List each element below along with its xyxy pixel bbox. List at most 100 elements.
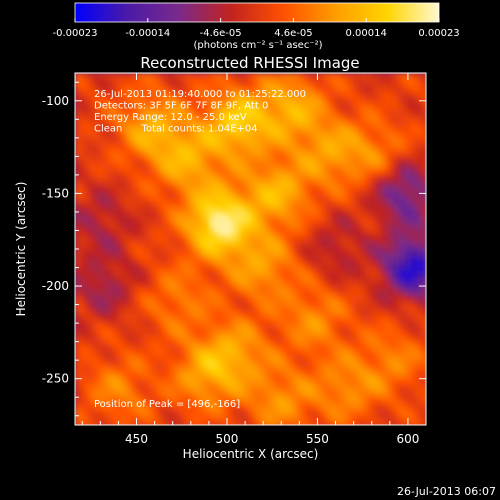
- heatmap-cell: [147, 301, 154, 308]
- heatmap-cell: [297, 109, 304, 116]
- heatmap-cell: [249, 319, 256, 326]
- heatmap-cell: [285, 79, 292, 86]
- heatmap-cell: [249, 313, 256, 320]
- heatmap-cell: [273, 229, 280, 236]
- heatmap-cell: [273, 163, 280, 170]
- heatmap-cell: [177, 289, 184, 296]
- heatmap-cell: [141, 121, 148, 128]
- heatmap-cell: [309, 127, 316, 134]
- heatmap-cell: [291, 121, 298, 128]
- heatmap-cell: [117, 217, 124, 224]
- heatmap-cell: [99, 211, 106, 218]
- heatmap-cell: [339, 355, 346, 362]
- heatmap-cell: [345, 247, 352, 254]
- heatmap-cell: [399, 403, 406, 410]
- heatmap-cell: [225, 121, 232, 128]
- heatmap-cell: [147, 415, 154, 422]
- heatmap-cell: [201, 139, 208, 146]
- heatmap-cell: [387, 397, 394, 404]
- colorbar-gradient-bar: [74, 2, 440, 23]
- heatmap-cell: [81, 115, 88, 122]
- heatmap-cell: [261, 73, 268, 80]
- heatmap-cell: [177, 223, 184, 230]
- heatmap-cell: [123, 355, 130, 362]
- heatmap-cell: [207, 121, 214, 128]
- heatmap-cell: [231, 151, 238, 158]
- heatmap-cell: [135, 277, 142, 284]
- heatmap-cell: [369, 145, 376, 152]
- heatmap-cell: [141, 283, 148, 290]
- heatmap-cell: [345, 367, 352, 374]
- heatmap-cell: [351, 151, 358, 158]
- heatmap-cell: [171, 421, 178, 425]
- heatmap-cell: [207, 343, 214, 350]
- heatmap-cell: [207, 109, 214, 116]
- heatmap-cell: [159, 271, 166, 278]
- heatmap-cell: [423, 355, 426, 362]
- heatmap-cell: [351, 349, 358, 356]
- heatmap-cell: [297, 115, 304, 122]
- heatmap-cell: [237, 169, 244, 176]
- heatmap-cell: [291, 211, 298, 218]
- heatmap-cell: [153, 253, 160, 260]
- heatmap-cell: [423, 259, 426, 266]
- heatmap-cell: [93, 373, 100, 380]
- heatmap-cell: [399, 271, 406, 278]
- heatmap-cell: [387, 181, 394, 188]
- heatmap-cell: [99, 301, 106, 308]
- heatmap-cell: [417, 151, 424, 158]
- heatmap-cell: [117, 145, 124, 152]
- heatmap-cell: [183, 211, 190, 218]
- heatmap-cell: [345, 253, 352, 260]
- heatmap-cell: [165, 211, 172, 218]
- heatmap-cell: [291, 301, 298, 308]
- heatmap-cell: [111, 247, 118, 254]
- heatmap-cell: [387, 295, 394, 302]
- heatmap-cell: [351, 307, 358, 314]
- heatmap-cell: [291, 169, 298, 176]
- heatmap-cell: [321, 121, 328, 128]
- heatmap-cell: [309, 205, 316, 212]
- heatmap-cell: [357, 181, 364, 188]
- heatmap-cell: [321, 373, 328, 380]
- heatmap-cell: [135, 109, 142, 116]
- heatmap-cell: [171, 91, 178, 98]
- heatmap-cell: [411, 241, 418, 248]
- heatmap-cell: [399, 385, 406, 392]
- heatmap-cell: [273, 223, 280, 230]
- heatmap-cell: [117, 109, 124, 116]
- heatmap-cell: [393, 283, 400, 290]
- heatmap-cell: [81, 421, 88, 425]
- heatmap-cell: [141, 205, 148, 212]
- heatmap-cell: [171, 253, 178, 260]
- heatmap-cell: [93, 217, 100, 224]
- heatmap-cell: [213, 397, 220, 404]
- heatmap-cell: [81, 337, 88, 344]
- heatmap-cell: [213, 355, 220, 362]
- heatmap-cell: [159, 385, 166, 392]
- heatmap-cell: [213, 247, 220, 254]
- heatmap-cell: [99, 325, 106, 332]
- heatmap-cell: [147, 367, 154, 374]
- heatmap-cell: [255, 85, 262, 92]
- heatmap-cell: [381, 361, 388, 368]
- heatmap-cell: [363, 247, 370, 254]
- heatmap-cell: [345, 259, 352, 266]
- heatmap-cell: [309, 265, 316, 272]
- heatmap-cell: [213, 109, 220, 116]
- heatmap-cell: [159, 367, 166, 374]
- heatmap-cell: [93, 109, 100, 116]
- heatmap-cell: [243, 283, 250, 290]
- heatmap-cell: [201, 187, 208, 194]
- heatmap-cell: [249, 421, 256, 425]
- heatmap-cell: [255, 205, 262, 212]
- heatmap-cell: [327, 217, 334, 224]
- heatmap-cell: [93, 325, 100, 332]
- heatmap-cell: [117, 163, 124, 170]
- heatmap-cell: [183, 241, 190, 248]
- heatmap-cell: [279, 259, 286, 266]
- heatmap-cell: [399, 379, 406, 386]
- heatmap-cell: [207, 307, 214, 314]
- heatmap-cell: [87, 121, 94, 128]
- heatmap-cell: [363, 307, 370, 314]
